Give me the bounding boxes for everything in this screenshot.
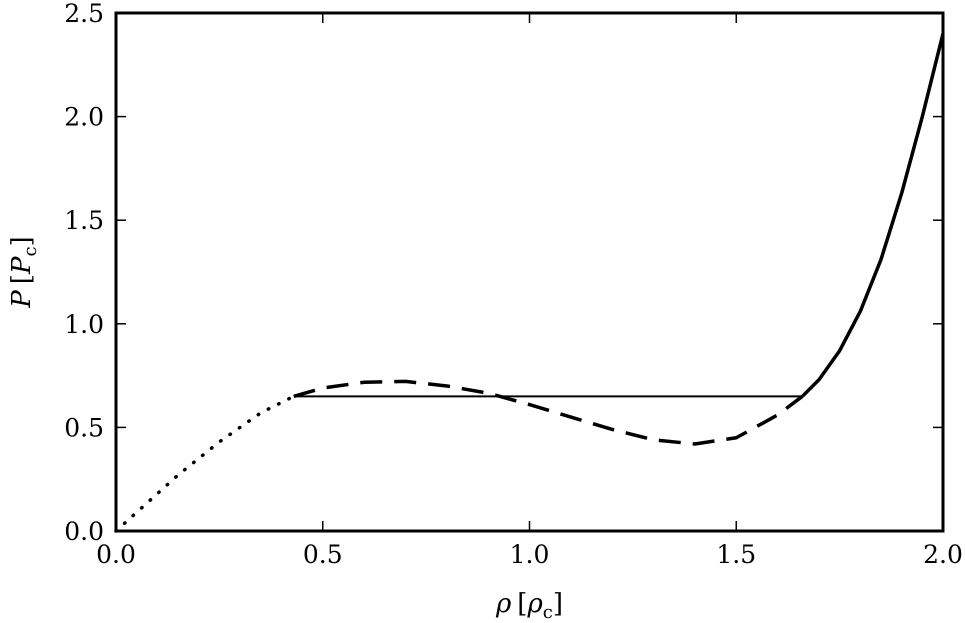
x-axis-unit-symbol: ρ xyxy=(526,589,543,619)
y-tick-label: 2.5 xyxy=(64,0,104,28)
x-axis-label: ρ [ρc] xyxy=(495,589,563,623)
y-tick-label: 1.5 xyxy=(64,206,104,235)
x-tick-label: 1.5 xyxy=(716,540,756,569)
series-line-dashed xyxy=(293,379,804,446)
ticks-layer xyxy=(115,12,944,532)
y-tick-label: 2.0 xyxy=(64,103,104,132)
x-axis-unit-sub: c xyxy=(543,602,553,623)
x-tick-label: 1.0 xyxy=(510,540,550,569)
y-tick-label: 0.0 xyxy=(64,517,104,546)
x-tick-label: 2.0 xyxy=(923,540,963,569)
y-axis-unit-sub: c xyxy=(20,246,41,256)
x-tick-label: 0.5 xyxy=(303,540,343,569)
y-tick-label: 1.0 xyxy=(64,310,104,339)
series-line-dotted xyxy=(114,394,296,533)
tick-label-layer: 0.0 0.5 1.0 1.5 2.0 0.0 0.5 1.0 1.5 2.0 2.5 xyxy=(64,0,963,569)
y-tick-label: 0.5 xyxy=(64,413,104,442)
y-axis-unit-symbol: P xyxy=(7,256,37,275)
x-tick-label: 0.0 xyxy=(96,540,136,569)
y-axis-symbol: P xyxy=(7,290,37,309)
x-axis-symbol: ρ xyxy=(495,589,512,619)
y-axis-label: P[Pc] xyxy=(7,236,41,308)
plot-frame xyxy=(114,11,945,533)
series-layer xyxy=(114,33,945,533)
series-line-solid xyxy=(801,33,945,398)
